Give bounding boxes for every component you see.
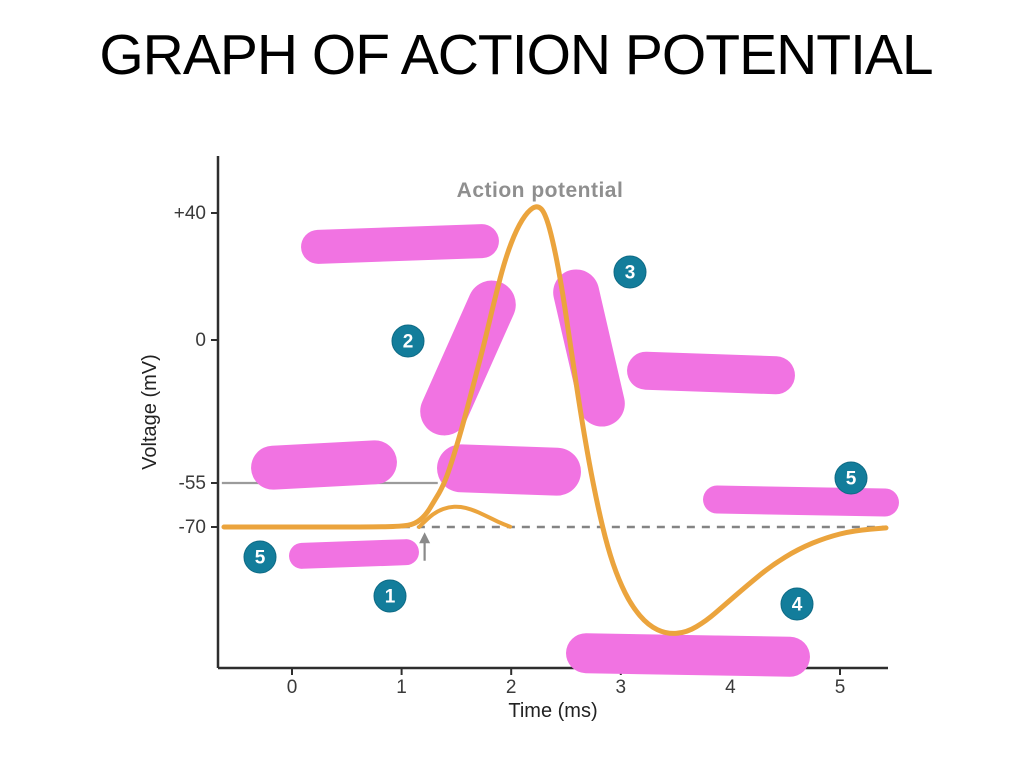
x-tick-label: 5 [835,677,846,698]
highlight-mark [289,539,419,569]
highlight-mark [437,444,581,496]
number-badge-label: 2 [403,332,414,353]
highlight-mark [420,280,516,436]
highlight-mark [251,440,397,490]
x-axis-title: Time (ms) [508,700,597,722]
number-badge-4 [780,587,814,621]
x-tick-label: 3 [616,677,627,698]
curve-layer [221,204,889,636]
highlight-mark [627,351,795,395]
number-badge-5 [243,540,277,574]
number-badge-label: 3 [625,263,636,284]
highlight-mark [301,224,499,264]
x-tick-label: 4 [725,677,736,698]
number-badge-label: 4 [792,595,803,616]
highlight-mark [703,485,899,517]
number-badge-2 [391,324,425,358]
number-badge-label: 5 [255,548,266,569]
y-tick-label: +40 [174,203,206,224]
page-title: GRAPH OF ACTION POTENTIAL [99,23,933,87]
number-badges: 1 2 3 4 5 5 [243,255,868,621]
x-tick-label: 0 [287,677,298,698]
number-badge-1 [373,579,407,613]
action-potential-curve [221,204,889,636]
stimulus-arrow-head [419,532,431,544]
highlight-marks [251,224,899,677]
number-badge-label: 5 [846,469,857,490]
chart-title: Action potential [457,179,624,202]
y-tick-label: -70 [179,517,206,538]
x-tick-label: 1 [396,677,407,698]
highlight-mark [566,633,810,677]
y-axis-title: Voltage (mV) [139,354,161,470]
number-badge-label: 1 [385,587,396,608]
y-tick-label: -55 [179,473,206,494]
highlight-mark [553,269,625,427]
number-badge-5 [834,461,868,495]
failed-initiation-bump-curve [417,504,513,529]
number-badge-3 [613,255,647,289]
chart-text-labels: 0 1 2 3 4 5 +40 0 -55 -70 Action potential Time (ms… [139,179,845,722]
y-tick-label: 0 [195,330,206,351]
x-tick-label: 2 [506,677,517,698]
